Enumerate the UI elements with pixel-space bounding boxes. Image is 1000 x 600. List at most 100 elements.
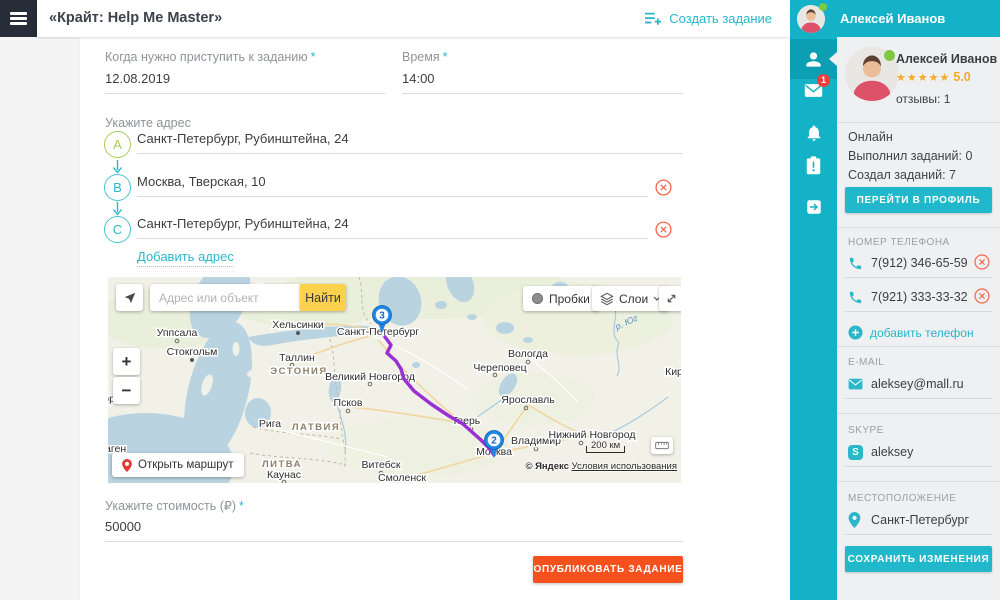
skype-input[interactable] bbox=[871, 445, 989, 459]
rating-stars: ★★★★★ 5.0 bbox=[896, 70, 971, 84]
zoom-in-button[interactable]: + bbox=[113, 348, 140, 375]
map-country-label: ЭСТОНИЯ bbox=[270, 366, 327, 377]
remove-phone-2-button[interactable] bbox=[974, 288, 990, 304]
route-pin-icon bbox=[122, 458, 132, 472]
create-task-label: Создать задание bbox=[669, 11, 772, 26]
phone-icon bbox=[848, 256, 864, 271]
tasks-created-text: Создал заданий: 7 bbox=[848, 168, 957, 182]
person-icon bbox=[806, 51, 821, 67]
add-phone-button[interactable]: добавить телефон bbox=[848, 325, 974, 340]
time-label: Время * bbox=[402, 50, 448, 64]
online-status-dot bbox=[819, 3, 827, 11]
profile-name: Алексей Иванов bbox=[896, 52, 998, 66]
map-city-label: Ярославль bbox=[501, 394, 555, 406]
zoom-out-button[interactable]: − bbox=[113, 377, 140, 404]
date-input[interactable] bbox=[105, 68, 385, 94]
create-task-link[interactable]: Создать задание bbox=[644, 0, 772, 37]
open-route-button[interactable]: Открыть маршрут bbox=[112, 453, 244, 477]
address-input-a[interactable] bbox=[137, 128, 683, 154]
traffic-button[interactable]: Пробки bbox=[523, 286, 599, 311]
email-section-label: E-MAIL bbox=[848, 357, 885, 368]
address-section-label: Укажите адрес bbox=[105, 116, 191, 130]
map-pin-2[interactable]: 2 bbox=[484, 430, 504, 459]
map-city-label: Таллин bbox=[279, 352, 315, 364]
rail-item-profile[interactable] bbox=[790, 39, 837, 79]
location-section-label: МЕСТОПОЛОЖЕНИЕ bbox=[848, 493, 957, 504]
time-input[interactable] bbox=[402, 68, 683, 94]
rail-item-tasks[interactable] bbox=[790, 145, 837, 185]
svg-text:3: 3 bbox=[379, 311, 385, 322]
remove-circle-icon bbox=[974, 254, 990, 270]
geolocate-button[interactable] bbox=[116, 284, 143, 311]
map-search-input[interactable] bbox=[150, 284, 300, 311]
map-borders bbox=[249, 277, 372, 470]
address-input-c[interactable] bbox=[137, 213, 648, 239]
address-input-b[interactable] bbox=[137, 171, 648, 197]
field-underline bbox=[845, 311, 992, 312]
phone-input-1[interactable] bbox=[871, 256, 989, 270]
publish-task-button[interactable]: ОПУБЛИКОВАТЬ ЗАДАНИЕ bbox=[533, 556, 683, 583]
location-input[interactable] bbox=[871, 513, 989, 527]
map-canvas: Тампере Уппсала Стокгольм Хельсинки Талл… bbox=[108, 277, 681, 483]
address-marker-b: B bbox=[104, 174, 131, 201]
location-pin-icon bbox=[848, 512, 864, 528]
logout-icon bbox=[806, 200, 821, 214]
ruler-icon bbox=[655, 441, 669, 450]
user-menu-bar[interactable]: Алексей Иванов bbox=[790, 0, 1000, 37]
active-indicator-arrow bbox=[829, 52, 837, 66]
rail-item-notifications[interactable] bbox=[790, 113, 837, 153]
map-city-label: Санкт-Петербург bbox=[337, 326, 420, 338]
hamburger-menu-button[interactable] bbox=[0, 0, 37, 37]
field-underline bbox=[845, 277, 992, 278]
traffic-light-icon bbox=[532, 293, 543, 304]
map-pin-3[interactable]: 3 bbox=[372, 305, 392, 334]
fullscreen-button[interactable] bbox=[659, 286, 681, 311]
layers-button[interactable]: Слои bbox=[592, 286, 670, 311]
envelope-icon bbox=[848, 378, 864, 390]
field-underline bbox=[845, 398, 992, 399]
bell-icon bbox=[807, 125, 820, 141]
add-address-link[interactable]: Добавить адрес bbox=[137, 249, 234, 267]
go-to-profile-button[interactable]: ПЕРЕЙТИ В ПРОФИЛЬ bbox=[845, 187, 992, 213]
page-title: «Крайт: Help Me Master» bbox=[49, 10, 223, 26]
rail-item-messages[interactable]: 1 bbox=[790, 70, 837, 110]
terms-link[interactable]: Условия использования bbox=[571, 461, 677, 472]
date-label: Когда нужно приступить к заданию * bbox=[105, 50, 316, 64]
map-city-label: Витебск bbox=[361, 459, 400, 471]
sidebar-rail: 1 bbox=[790, 37, 837, 600]
divider bbox=[837, 481, 1000, 482]
divider bbox=[837, 227, 1000, 228]
field-underline bbox=[845, 534, 992, 535]
skype-row: S bbox=[848, 442, 989, 462]
remove-address-b-button[interactable] bbox=[655, 179, 672, 196]
skype-section-label: SKYPE bbox=[848, 425, 884, 436]
map-city-label: Тверь bbox=[452, 415, 481, 427]
expand-icon bbox=[667, 294, 676, 303]
email-input[interactable] bbox=[871, 377, 989, 391]
arrow-down-icon bbox=[112, 202, 123, 216]
phone-input-2[interactable] bbox=[871, 290, 989, 304]
svg-text:2: 2 bbox=[491, 436, 497, 447]
yandex-map[interactable]: Тампере Уппсала Стокгольм Хельсинки Талл… bbox=[108, 277, 681, 483]
save-changes-button[interactable]: СОХРАНИТЬ ИЗМЕНЕНИЯ bbox=[845, 546, 992, 572]
map-city-label: Великий Новгород bbox=[325, 371, 415, 383]
remove-address-c-button[interactable] bbox=[655, 221, 672, 238]
playlist-add-icon bbox=[645, 12, 662, 25]
top-header: «Крайт: Help Me Master» Создать задание bbox=[37, 0, 790, 37]
map-city-label: Хельсинки bbox=[272, 319, 324, 331]
tasks-done-text: Выполнил заданий: 0 bbox=[848, 149, 973, 163]
phone-section-label: НОМЕР ТЕЛЕФОНА bbox=[848, 237, 950, 248]
remove-circle-icon bbox=[655, 179, 672, 196]
rail-item-logout[interactable] bbox=[790, 187, 837, 227]
price-label: Укажите стоимость (₽) * bbox=[105, 499, 244, 513]
skype-icon: S bbox=[848, 444, 864, 460]
map-city-label: Каунас bbox=[267, 469, 301, 481]
price-input[interactable] bbox=[105, 516, 683, 542]
profile-avatar bbox=[845, 47, 899, 101]
map-find-button[interactable]: Найти bbox=[300, 284, 346, 311]
remove-circle-icon bbox=[655, 221, 672, 238]
ruler-button[interactable] bbox=[651, 437, 673, 454]
map-city-label: Вологда bbox=[508, 348, 548, 360]
remove-phone-1-button[interactable] bbox=[974, 254, 990, 270]
